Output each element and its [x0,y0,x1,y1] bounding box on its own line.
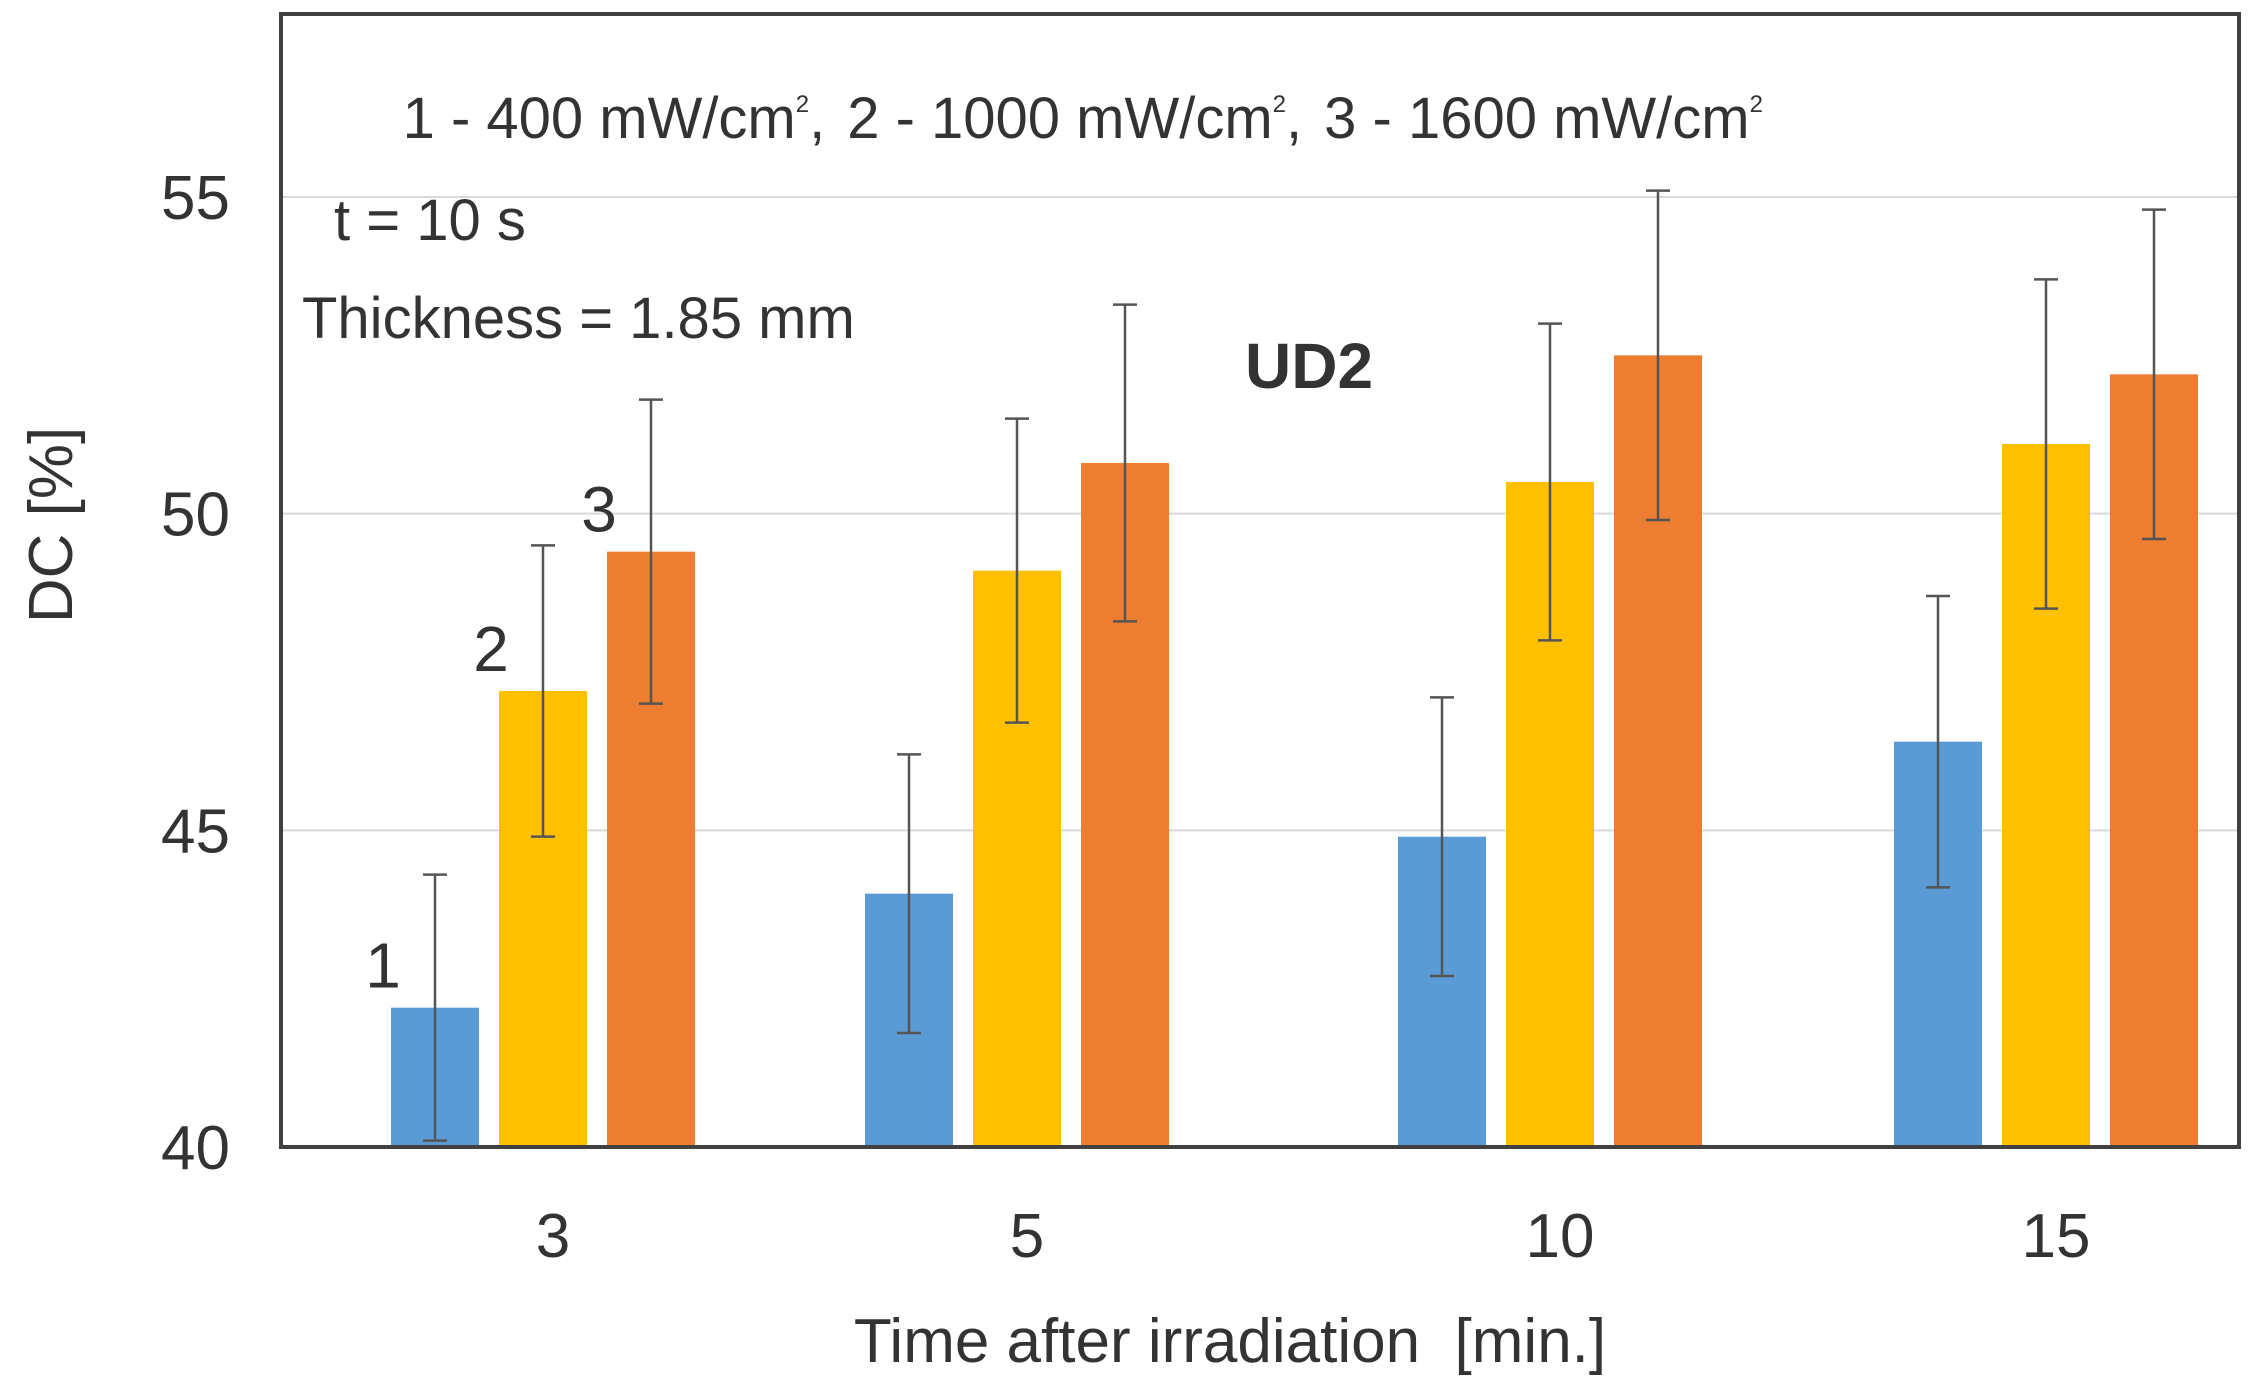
error-bar-series2-5 [1005,417,1029,724]
legend-entry-3-sup: 2 [1750,91,1763,118]
legend-line: 1 - 400 mW/cm2, 2 - 1000 mW/cm2, 3 - 1600 … [322,60,1811,151]
plot-area-frame [279,12,2241,1149]
legend-entry-2: 2 - 1000 mW/cm [847,86,1272,151]
series-label-2: 2 [473,613,509,685]
x-axis-title: Time after irradiation [min.] [854,1307,1606,1376]
y-tick-label-40: 40 [161,1114,230,1183]
error-bar-series3-10 [1646,189,1670,522]
error-bar-series2-15 [2034,278,2058,610]
x-tick-label-15: 15 [2022,1202,2091,1271]
y-tick-label-50: 50 [161,481,230,550]
y-tick-label-45: 45 [161,797,230,866]
thickness-annotation: Thickness = 1.85 mm [302,286,855,351]
x-tick-label-10: 10 [1526,1202,1595,1271]
error-bar-series1-5 [897,753,921,1035]
error-bar-series1-10 [1430,696,1454,978]
error-bars [423,189,2166,1142]
error-bar-series2-10 [1538,322,1562,642]
bars [391,355,2198,1147]
series-label-1: 1 [365,930,401,1002]
y-axis-ticks: 40 45 50 55 [161,164,230,1183]
legend-entry-3: 3 - 1600 mW/cm [1324,86,1749,151]
legend-entry-1-sep: , [809,86,825,151]
error-bar-series1-15 [1926,594,1950,889]
error-bar-series1-3 [423,873,447,1142]
series-labels: 1 23 [365,474,617,1002]
legend-entry-2-sep: , [1286,86,1302,151]
time-annotation: t = 10 s [334,188,526,253]
error-bar-series3-15 [2142,208,2166,541]
x-tick-label-3: 3 [536,1202,570,1271]
error-bar-series3-5 [1113,303,1137,623]
x-axis-ticks: 3 5 10 15 [536,1202,2091,1271]
x-tick-label-5: 5 [1010,1202,1044,1271]
y-tick-label-55: 55 [161,164,230,233]
legend-entry-2-sup: 2 [1273,91,1286,118]
series-label-3: 3 [581,474,617,546]
error-bar-series3-3 [639,398,663,705]
legend-entry-1: 1 - 400 mW/cm [403,86,796,151]
y-axis-title: DC [%] [17,427,86,623]
error-bar-series2-3 [531,544,555,838]
legend-entry-1-sup: 2 [796,91,809,118]
chart-title: UD2 [1245,330,1373,402]
